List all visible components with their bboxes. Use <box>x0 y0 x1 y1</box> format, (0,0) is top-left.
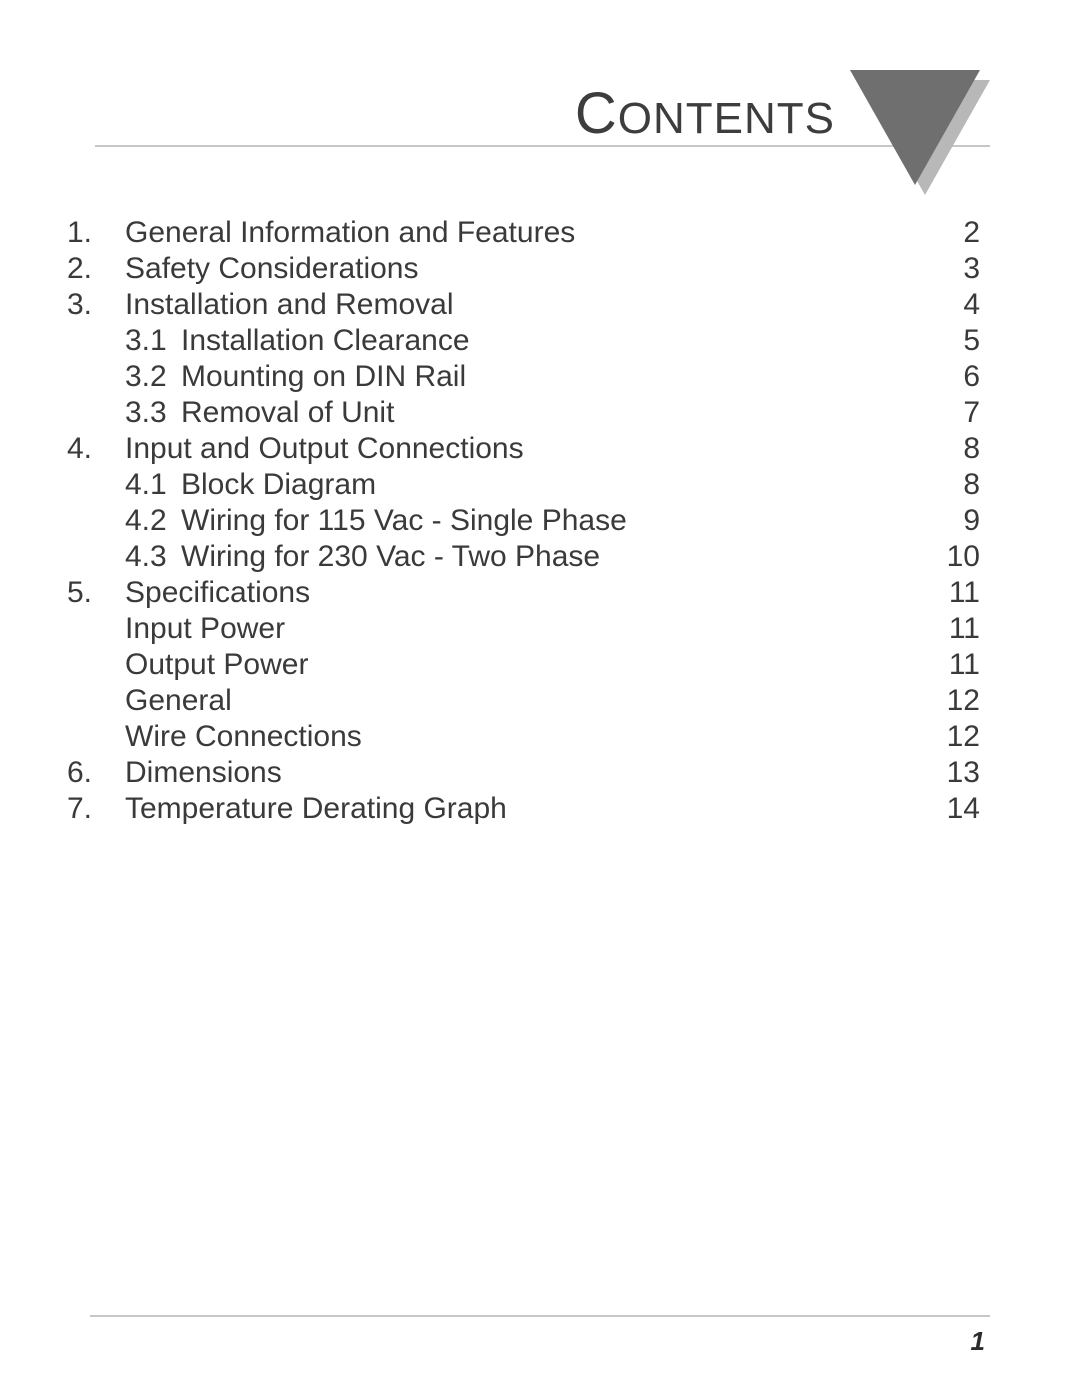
toc-row: Output Power 11 <box>65 647 980 683</box>
toc-indent <box>65 611 125 647</box>
toc-sub-label: 3.2Mounting on DIN Rail <box>125 359 900 395</box>
toc-sub-number: 4.1 <box>125 467 181 503</box>
page-title: CONTENTS <box>575 80 835 147</box>
triangle-main-icon <box>850 70 980 185</box>
toc-page: 3 <box>900 251 980 287</box>
toc-sub-number: 3.2 <box>125 359 181 395</box>
toc-sub-text: Block Diagram <box>181 468 376 501</box>
toc-page: 12 <box>900 719 980 755</box>
toc-number: 2. <box>65 251 125 287</box>
toc-page: 4 <box>900 287 980 323</box>
toc-label: Installation and Removal <box>125 287 900 323</box>
toc-sub-label: 4.2Wiring for 115 Vac - Single Phase <box>125 503 900 539</box>
toc-row: 5.Specifications11 <box>65 575 980 611</box>
toc-sub-text: Output Power <box>125 648 308 681</box>
toc-indent <box>65 323 125 359</box>
toc-label: General Information and Features <box>125 215 900 251</box>
toc-row: 3.Installation and Removal4 <box>65 287 980 323</box>
toc-number: 7. <box>65 791 125 827</box>
toc-indent <box>65 719 125 755</box>
toc-page: 2 <box>900 215 980 251</box>
toc-sub-number: 4.3 <box>125 539 181 575</box>
toc-sub-text: Input Power <box>125 612 285 645</box>
toc-sub-number: 4.2 <box>125 503 181 539</box>
toc-sub-text: Installation Clearance <box>181 324 470 357</box>
toc-row: 4.2Wiring for 115 Vac - Single Phase9 <box>65 503 980 539</box>
toc-indent <box>65 647 125 683</box>
toc-row: 3.2Mounting on DIN Rail6 <box>65 359 980 395</box>
toc-indent <box>65 359 125 395</box>
toc-page: 11 <box>900 647 980 683</box>
toc-sub-text: Wiring for 115 Vac - Single Phase <box>181 504 627 537</box>
toc-sub-label: Wire Connections <box>125 719 900 755</box>
toc-page: 8 <box>900 467 980 503</box>
toc-sub-label: 4.3Wiring for 230 Vac - Two Phase <box>125 539 900 575</box>
toc-page: 6 <box>900 359 980 395</box>
toc-number: 5. <box>65 575 125 611</box>
document-page: CONTENTS 1.General Information and Featu… <box>0 0 1080 1397</box>
toc-indent <box>65 467 125 503</box>
toc-sub-text: Mounting on DIN Rail <box>181 360 466 393</box>
toc-row: 6.Dimensions13 <box>65 755 980 791</box>
header: CONTENTS <box>60 80 990 165</box>
toc-row: 4.1Block Diagram8 <box>65 467 980 503</box>
toc-page: 7 <box>900 395 980 431</box>
toc-page: 10 <box>900 539 980 575</box>
toc-page: 9 <box>900 503 980 539</box>
toc-sub-text: General <box>125 684 232 717</box>
toc-row: Wire Connections 12 <box>65 719 980 755</box>
toc-indent <box>65 683 125 719</box>
toc-sub-label: Output Power <box>125 647 900 683</box>
toc-label: Input and Output Connections <box>125 431 900 467</box>
title-rest: ONTENTS <box>618 94 835 143</box>
toc-number: 6. <box>65 755 125 791</box>
toc-sub-text: Wiring for 230 Vac - Two Phase <box>181 540 600 573</box>
toc-label: Dimensions <box>125 755 900 791</box>
toc-sub-number: 3.1 <box>125 323 181 359</box>
toc-sub-text: Removal of Unit <box>181 396 394 429</box>
toc-label: Safety Considerations <box>125 251 900 287</box>
corner-triangle-icon <box>850 70 990 200</box>
toc-row: 3.3Removal of Unit7 <box>65 395 980 431</box>
toc-row: General 12 <box>65 683 980 719</box>
toc-row: 4.3Wiring for 230 Vac - Two Phase10 <box>65 539 980 575</box>
toc-row: 3.1Installation Clearance5 <box>65 323 980 359</box>
toc-row: 1.General Information and Features2 <box>65 215 980 251</box>
toc-number: 4. <box>65 431 125 467</box>
toc-page: 8 <box>900 431 980 467</box>
toc-row: 4.Input and Output Connections8 <box>65 431 980 467</box>
toc-number: 3. <box>65 287 125 323</box>
toc-page: 11 <box>900 575 980 611</box>
toc-sub-text: Wire Connections <box>125 720 362 753</box>
table-of-contents: 1.General Information and Features22.Saf… <box>60 215 990 827</box>
page-number: 1 <box>971 1326 985 1357</box>
toc-indent <box>65 503 125 539</box>
toc-page: 12 <box>900 683 980 719</box>
footer-rule <box>90 1315 990 1317</box>
toc-sub-label: General <box>125 683 900 719</box>
toc-sub-label: 3.3Removal of Unit <box>125 395 900 431</box>
title-first-letter: C <box>575 81 618 146</box>
toc-indent <box>65 539 125 575</box>
toc-indent <box>65 395 125 431</box>
toc-row: 2.Safety Considerations3 <box>65 251 980 287</box>
toc-label: Specifications <box>125 575 900 611</box>
toc-row: Input Power 11 <box>65 611 980 647</box>
toc-number: 1. <box>65 215 125 251</box>
toc-row: 7.Temperature Derating Graph14 <box>65 791 980 827</box>
toc-sub-label: 4.1Block Diagram <box>125 467 900 503</box>
toc-sub-label: Input Power <box>125 611 900 647</box>
toc-sub-number: 3.3 <box>125 395 181 431</box>
toc-page: 14 <box>900 791 980 827</box>
toc-label: Temperature Derating Graph <box>125 791 900 827</box>
toc-page: 13 <box>900 755 980 791</box>
toc-page: 11 <box>900 611 980 647</box>
toc-sub-label: 3.1Installation Clearance <box>125 323 900 359</box>
toc-page: 5 <box>900 323 980 359</box>
